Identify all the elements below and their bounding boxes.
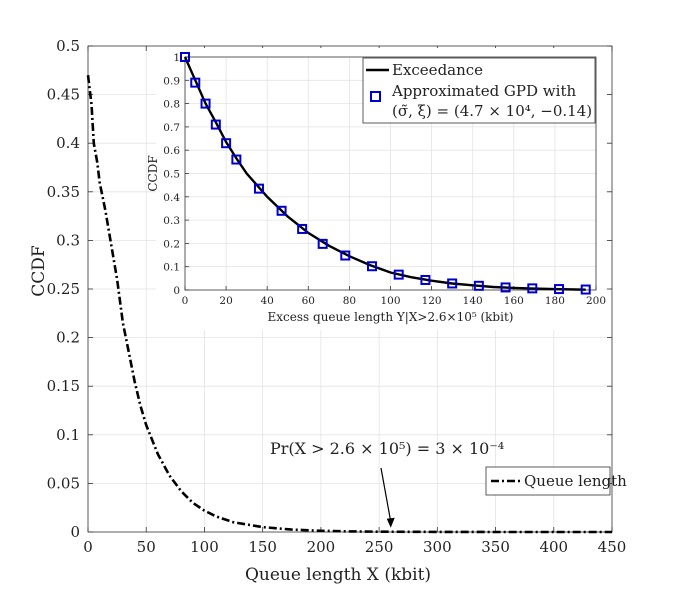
gpd-marker	[473, 280, 484, 291]
gpd-marker	[297, 223, 308, 234]
inset-x-tick-label: 60	[302, 295, 315, 307]
gpd-marker	[580, 284, 591, 295]
inset-y-tick-label: 0.4	[163, 192, 180, 204]
main-x-tick-label: 150	[248, 538, 277, 556]
main-y-tick-label: 0.45	[47, 86, 80, 104]
main-x-tick-label: 450	[598, 538, 627, 556]
inset-y-tick-label: 1	[173, 52, 180, 64]
main-x-axis-label: Queue length X (kbit)	[245, 565, 431, 585]
annotation-arrow-head	[386, 517, 395, 528]
gpd-marker	[554, 284, 565, 295]
inset-x-axis-label: Excess queue length Y|X>2.6×10⁵ (kbit)	[268, 310, 514, 324]
main-y-tick-label: 0	[70, 523, 80, 541]
main-y-tick-label: 0.35	[47, 183, 80, 201]
inset-y-tick-label: 0.3	[163, 215, 180, 227]
main-x-tick-label: 0	[83, 538, 93, 556]
inset-y-tick-label: 0.5	[163, 169, 180, 181]
main-y-tick-label: 0.25	[47, 280, 80, 298]
inset-x-tick-label: 140	[463, 295, 483, 307]
inset-legend-box	[362, 57, 596, 124]
inset-x-tick-label: 160	[504, 295, 524, 307]
main-y-tick-label: 0.05	[47, 474, 80, 492]
main-y-axis-label: CCDF	[29, 245, 49, 297]
main-y-tick-label: 0.2	[56, 329, 80, 347]
inset-legend-label-exceedance: Exceedance	[392, 61, 483, 79]
main-x-tick-label: 250	[365, 538, 394, 556]
inset-y-tick-label: 0	[173, 285, 180, 297]
gpd-marker	[340, 250, 351, 261]
main-y-tick-label: 0.15	[47, 377, 80, 395]
gpd-marker	[447, 278, 458, 289]
inset-x-tick-label: 200	[586, 295, 606, 307]
inset-y-tick-label: 0.6	[163, 145, 180, 157]
gpd-marker	[393, 269, 404, 280]
gpd-marker	[500, 282, 511, 293]
gpd-marker	[420, 274, 431, 285]
gpd-marker	[276, 205, 287, 216]
gpd-marker	[253, 183, 264, 194]
inset-legend-label-gpd-line2: (σ̃, ξ) = (4.7 × 10⁴, −0.14)	[392, 102, 592, 120]
inset-x-tick-label: 100	[380, 295, 400, 307]
series-queue-length-line	[86, 75, 612, 534]
main-y-tick-label: 0.5	[56, 37, 80, 55]
inset-y-tick-label: 0.8	[163, 99, 180, 111]
main-legend: Queue length	[485, 466, 627, 496]
main-x-tick-label: 50	[137, 538, 156, 556]
inset-legend-label-gpd-line1: Approximated GPD with	[391, 82, 576, 100]
main-x-tick-label: 300	[423, 538, 452, 556]
main-y-tick-label: 0.3	[56, 231, 80, 249]
gpd-marker	[200, 98, 211, 109]
annotation-arrow-line	[380, 467, 392, 522]
main-x-tick-label: 400	[539, 538, 568, 556]
inset-y-tick-label: 0.1	[163, 262, 180, 274]
inset-x-tick-label: 180	[545, 295, 565, 307]
inset-x-tick-label: 40	[261, 295, 274, 307]
inset-y-tick-label: 0.2	[163, 238, 180, 250]
inset-x-tick-label: 80	[343, 295, 356, 307]
inset-y-tick-label: 0.9	[163, 75, 180, 87]
inset-y-tick-label: 0.7	[163, 122, 180, 134]
gpd-marker	[317, 238, 328, 249]
gpd-marker	[221, 138, 232, 149]
main-y-tick-label: 0.1	[56, 426, 80, 444]
main-x-tick-label: 200	[307, 538, 336, 556]
inset-x-tick-label: 0	[182, 295, 189, 307]
inset-plot: 0 20 40 60 80 100 120 140 160 180 200 0 0.1 0.2 0.3 0.4…	[146, 48, 606, 330]
gpd-marker	[210, 119, 221, 130]
gpd-marker	[180, 52, 190, 62]
main-y-tick-label: 0.4	[56, 134, 80, 152]
annotation-probability: Pr(X > 2.6 × 10⁵) = 3 × 10⁻⁴	[270, 439, 504, 458]
main-legend-label: Queue length	[524, 472, 627, 490]
inset-x-tick-label: 20	[219, 295, 232, 307]
gpd-marker	[527, 283, 538, 294]
inset-legend-swatch-gpd	[370, 91, 381, 102]
gpd-marker	[190, 77, 201, 88]
main-x-tick-label: 350	[481, 538, 510, 556]
gpd-marker	[231, 154, 242, 165]
main-legend-box	[485, 466, 611, 496]
main-x-tick-label: 100	[190, 538, 219, 556]
inset-x-tick-label: 120	[422, 295, 442, 307]
inset-legend: Exceedance Approximated GPD with (σ̃, ξ) =…	[362, 57, 596, 124]
gpd-marker	[367, 261, 378, 272]
inset-y-axis-label: CCDF	[146, 155, 160, 191]
